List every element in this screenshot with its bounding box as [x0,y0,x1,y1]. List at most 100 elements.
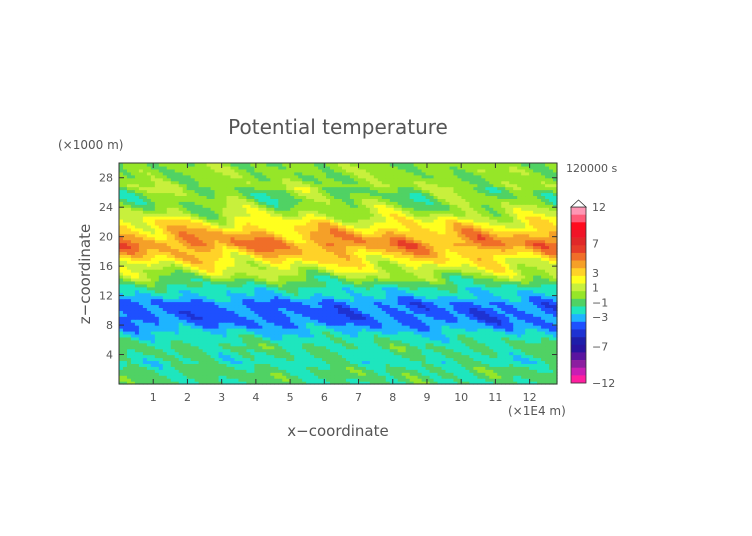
heatmap-cell [549,254,554,258]
heatmap-cell [453,272,459,276]
heatmap-cell [274,280,279,285]
heatmap-cell [326,280,331,285]
heatmap-cell [290,251,295,255]
heatmap-cell [318,260,323,264]
heatmap-cell [234,351,240,356]
heatmap-cell [158,257,164,261]
heatmap-cell [326,330,331,335]
heatmap-cell [525,292,530,297]
heatmap-cell [529,286,534,291]
heatmap-cell [242,310,248,314]
heatmap-cell [541,351,546,356]
heatmap-cell [182,354,188,359]
heatmap-cell [158,345,164,350]
heatmap-cell [529,298,534,303]
heatmap-cell [465,272,470,276]
heatmap-cell [294,363,299,367]
heatmap-cell [389,357,395,362]
heatmap-cell [206,339,212,344]
heatmap-cell [345,357,351,362]
heatmap-cell [457,339,463,344]
heatmap-cell [413,351,419,356]
heatmap-cell [541,307,546,311]
heatmap-cell [134,360,140,364]
heatmap-cell [126,357,132,362]
heatmap-cell [505,375,510,379]
heatmap-cell [409,381,415,385]
heatmap-cell [119,330,124,335]
heatmap-cell [429,351,435,356]
heatmap-cell [142,248,148,252]
heatmap-cell [150,298,156,303]
heatmap-cell [469,289,474,294]
heatmap-cell [345,277,351,282]
heatmap-cell [222,277,228,282]
heatmap-cell [365,295,371,300]
heatmap-cell [330,298,335,303]
heatmap-cell [357,328,363,332]
heatmap-cell [170,339,176,344]
heatmap-cell [421,369,427,373]
heatmap-cell [302,369,307,373]
heatmap-cell [246,351,251,356]
heatmap-cell [429,378,435,382]
heatmap-cell [553,325,558,329]
heatmap-cell [533,316,538,320]
heatmap-cell [158,360,164,364]
heatmap-cell [150,295,156,300]
heatmap-cell [365,307,371,311]
heatmap-cell [119,289,124,294]
heatmap-cell [365,328,371,332]
heatmap-cell [425,354,431,359]
heatmap-cell [258,266,263,270]
heatmap-cell [222,319,228,323]
heatmap-cell [469,372,474,376]
heatmap-cell [341,263,347,267]
heatmap-cell [182,366,188,370]
heatmap-cell [198,328,204,332]
heatmap-cell [222,283,228,288]
heatmap-cell [250,280,255,285]
heatmap-cell [250,336,255,341]
heatmap-cell [278,292,283,297]
heatmap-cell [409,351,415,356]
heatmap-cell [397,304,403,308]
heatmap-cell [178,298,184,303]
heatmap-cell [525,313,530,317]
heatmap-cell [549,363,554,367]
heatmap-cell [401,360,407,364]
heatmap-cell [349,266,355,270]
heatmap-cell [178,283,184,288]
heatmap-cell [449,263,455,267]
heatmap-cell [425,351,431,356]
heatmap-cell [338,277,343,282]
heatmap-cell [513,263,518,267]
heatmap-cell [437,272,443,276]
heatmap-cell [266,328,271,332]
heatmap-cell [298,251,303,255]
heatmap-cell [210,251,216,255]
heatmap-cell [286,381,291,385]
heatmap-cell [258,260,263,264]
heatmap-cell [381,298,387,303]
heatmap-cell [290,257,295,261]
heatmap-cell [353,316,359,320]
heatmap-cell [214,381,220,385]
heatmap-cell [525,310,530,314]
heatmap-cell [210,325,216,329]
heatmap-cell [481,277,486,282]
heatmap-cell [489,354,494,359]
heatmap-cell [198,251,204,255]
heatmap-cell [222,381,228,385]
heatmap-cell [421,328,427,332]
heatmap-cell [130,263,136,267]
heatmap-cell [441,251,447,255]
heatmap-cell [441,310,447,314]
heatmap-cell [377,304,383,308]
heatmap-cell [214,345,220,350]
heatmap-cell [286,254,291,258]
heatmap-cell [130,363,136,367]
heatmap-cell [457,266,463,270]
heatmap-cell [465,325,470,329]
heatmap-cell [322,339,327,344]
